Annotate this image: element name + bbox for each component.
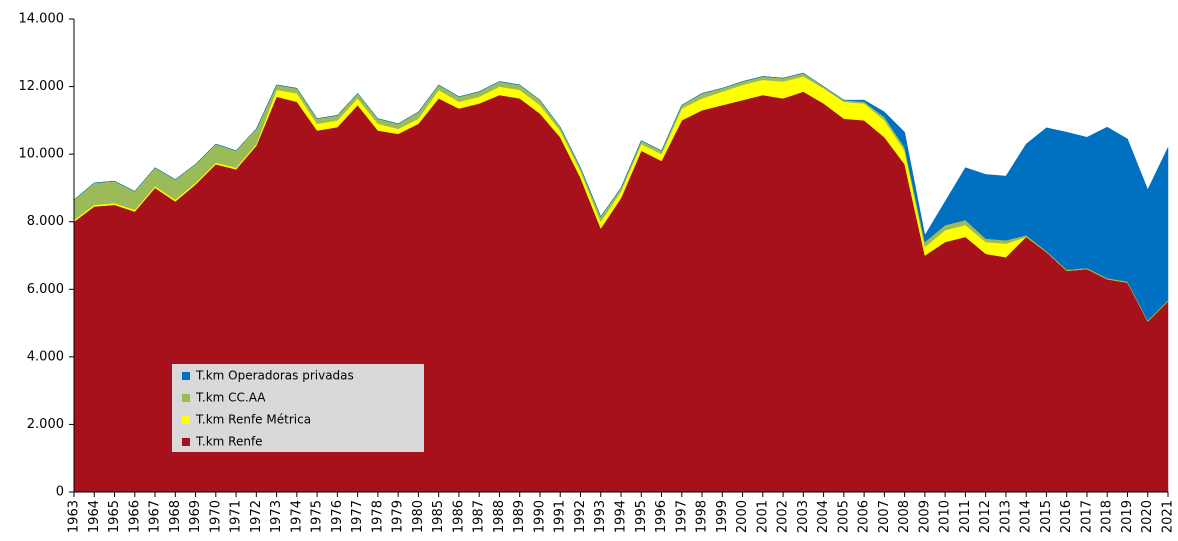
x-tick-label: 1994 [614, 500, 629, 533]
y-tick-label: 12.000 [19, 79, 65, 94]
x-tick-label: 2016 [1059, 500, 1074, 533]
x-tick-label: 1985 [431, 500, 446, 533]
x-tick-label: 2020 [1140, 500, 1155, 533]
x-tick-label: 1969 [188, 500, 203, 533]
x-tick-label: 1989 [512, 500, 527, 533]
x-tick-label: 1979 [391, 500, 406, 533]
x-tick-label: 2013 [998, 500, 1013, 533]
y-tick-label: 14.000 [19, 12, 65, 27]
x-tick-label: 1968 [168, 500, 183, 533]
x-tick-label: 1975 [310, 500, 325, 533]
x-tick-label: 1995 [634, 500, 649, 533]
x-tick-label: 2012 [978, 500, 993, 533]
legend-label: T.km Renfe Métrica [195, 413, 311, 427]
x-tick-label: 1980 [411, 500, 426, 533]
x-tick-label: 2017 [1079, 500, 1094, 533]
legend-swatch [182, 372, 190, 380]
x-tick-label: 2011 [958, 500, 973, 533]
x-tick-label: 1990 [532, 500, 547, 533]
x-tick-label: 1965 [107, 500, 122, 533]
legend-swatch [182, 394, 190, 402]
x-tick-label: 1987 [472, 500, 487, 533]
x-tick-label: 2019 [1120, 500, 1135, 533]
x-tick-label: 2015 [1039, 500, 1054, 533]
x-tick-label: 2000 [735, 500, 750, 533]
legend-label: T.km Renfe [195, 435, 263, 449]
x-tick-label: 2014 [1019, 500, 1034, 533]
legend: T.km Operadoras privadas T.km CC.AA T.km R… [172, 364, 424, 452]
x-tick-label: 1976 [330, 500, 345, 533]
x-tick-label: 1974 [289, 500, 304, 533]
x-tick-label: 1970 [208, 500, 223, 533]
x-tick-label: 1997 [674, 500, 689, 533]
y-tick-label: 6.000 [27, 282, 64, 297]
x-tick-label: 1996 [654, 500, 669, 533]
y-tick-label: 4.000 [27, 349, 64, 364]
x-tick-label: 1966 [127, 500, 142, 533]
x-tick-label: 1988 [492, 500, 507, 533]
x-tick-label: 1973 [269, 500, 284, 533]
x-tick-label: 1993 [593, 500, 608, 533]
x-tick-label: 1998 [695, 500, 710, 533]
area [73, 72, 1169, 321]
x-tick-label: 1991 [553, 500, 568, 533]
x-tick-label: 2006 [857, 500, 872, 533]
x-tick-label: 2001 [755, 500, 770, 533]
y-tick-label: 10.000 [19, 147, 65, 162]
legend-box [172, 364, 424, 452]
x-tick-label: 1972 [249, 500, 264, 533]
x-tick-label: 2009 [917, 500, 932, 533]
x-tick-label: 2002 [776, 500, 791, 533]
legend-swatch [182, 416, 190, 424]
x-tick-label: 2021 [1161, 500, 1176, 533]
x-tick-label: 2004 [816, 500, 831, 533]
y-tick-label: 8.000 [27, 214, 64, 229]
x-tick-label: 2008 [897, 500, 912, 533]
legend-label: T.km Operadoras privadas [195, 369, 354, 383]
x-tick-label: 1971 [229, 500, 244, 533]
legend-swatch [182, 438, 190, 446]
x-tick-label: 2003 [796, 500, 811, 533]
x-tick-label: 1964 [87, 500, 102, 533]
y-tick-label: 0 [56, 485, 64, 500]
x-tick-label: 2005 [836, 500, 851, 533]
x-tick-label: 1986 [451, 500, 466, 533]
x-tick-label: 1963 [67, 500, 82, 533]
x-tick-label: 1992 [573, 500, 588, 533]
x-tick-label: 1978 [370, 500, 385, 533]
x-tick-label: 1999 [715, 500, 730, 533]
x-tick-label: 2007 [877, 500, 892, 533]
x-tick-label: 2010 [938, 500, 953, 533]
y-tick-label: 2.000 [27, 417, 64, 432]
legend-label: T.km CC.AA [195, 391, 266, 405]
x-tick-label: 1977 [350, 500, 365, 533]
x-tick-label: 2018 [1100, 500, 1115, 533]
x-tick-label: 1967 [148, 500, 163, 533]
